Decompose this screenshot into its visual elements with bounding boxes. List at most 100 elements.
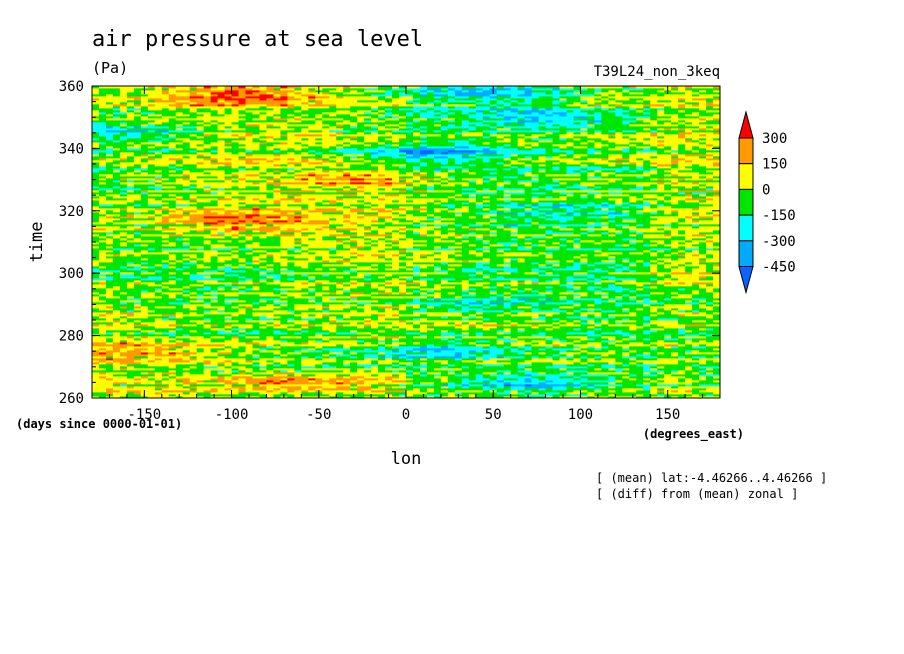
heatmap-cell: [308, 252, 316, 255]
heatmap-cell: [161, 292, 184, 295]
heatmap-cell: [357, 222, 386, 225]
heatmap-cell: [503, 382, 512, 385]
heatmap-cell: [433, 186, 498, 189]
heatmap-cell: [713, 186, 721, 189]
heatmap-cell: [594, 346, 602, 349]
heatmap-cell: [524, 320, 546, 323]
heatmap-cell: [552, 342, 574, 345]
heatmap-cell: [294, 280, 309, 283]
heatmap-cell: [329, 338, 379, 341]
heatmap-cell: [510, 226, 519, 229]
heatmap-cell: [510, 336, 519, 339]
heatmap-cell: [245, 226, 260, 229]
heatmap-cell: [489, 328, 505, 331]
heatmap-cell: [252, 182, 260, 185]
heatmap-cell: [713, 372, 721, 375]
heatmap-cell: [601, 282, 616, 285]
heatmap-cell: [580, 268, 595, 271]
heatmap-cell: [273, 200, 281, 203]
heatmap-cell: [531, 280, 539, 283]
heatmap-cell: [140, 280, 170, 283]
heatmap-cell: [650, 372, 658, 375]
heatmap-cell: [343, 324, 365, 327]
heatmap-cell: [552, 314, 581, 317]
heatmap-cell: [126, 296, 135, 299]
heatmap-cell: [287, 300, 309, 303]
heatmap-cell: [580, 286, 588, 289]
heatmap-cell: [636, 218, 658, 221]
heatmap-cell: [510, 266, 539, 269]
heatmap-cell: [112, 332, 121, 335]
heatmap-cell: [385, 280, 407, 283]
heatmap-cell: [678, 318, 721, 321]
heatmap-cell: [482, 346, 491, 349]
heatmap-cell: [322, 306, 330, 309]
heatmap-cell: [608, 180, 616, 183]
heatmap-cell: [154, 188, 163, 191]
heatmap-cell: [657, 372, 665, 375]
heatmap-cell: [336, 282, 344, 285]
heatmap-cell: [454, 354, 463, 357]
heatmap-cell: [671, 396, 679, 399]
heatmap-cell: [161, 210, 170, 213]
heatmap-cell: [92, 382, 114, 385]
heatmap-cell: [426, 334, 442, 337]
heatmap-cell: [98, 360, 107, 363]
heatmap-cell: [531, 204, 539, 207]
heatmap-cell: [594, 358, 602, 361]
heatmap-cell: [587, 390, 595, 393]
heatmap-cell: [322, 288, 330, 291]
heatmap-cell: [217, 370, 225, 373]
heatmap-cell: [601, 314, 609, 317]
heatmap-cell: [482, 254, 498, 257]
heatmap-cell: [496, 296, 505, 299]
heatmap-cell: [664, 346, 672, 349]
heatmap-cell: [419, 372, 428, 375]
heatmap-cell: [168, 384, 177, 387]
heatmap-cell: [371, 360, 379, 363]
heatmap-cell: [266, 376, 309, 379]
heatmap-cell: [98, 372, 107, 375]
heatmap-cell: [510, 280, 519, 283]
heatmap-cell: [664, 338, 679, 341]
heatmap-cell: [671, 374, 700, 377]
heatmap-cell: [322, 202, 330, 205]
heatmap-cell: [406, 212, 456, 215]
heatmap-cell: [385, 194, 400, 197]
heatmap-cell: [378, 338, 386, 341]
heatmap-cell: [322, 310, 330, 313]
heatmap-cell: [357, 256, 379, 259]
heatmap-cell: [133, 282, 142, 285]
heatmap-cell: [636, 312, 658, 315]
heatmap-cell: [385, 244, 393, 247]
heatmap-cell: [252, 260, 260, 263]
heatmap-cell: [105, 282, 128, 285]
heatmap-cell: [336, 184, 379, 187]
heatmap-cell: [196, 306, 205, 309]
heatmap-cell: [392, 378, 414, 381]
heatmap-cell: [175, 298, 184, 301]
heatmap-cell: [308, 308, 316, 311]
heatmap-cell: [601, 234, 609, 237]
heatmap-cell: [552, 340, 560, 343]
heatmap-cell: [133, 284, 149, 287]
heatmap-cell: [426, 244, 470, 247]
heatmap-cell: [580, 184, 595, 187]
heatmap-cell: [482, 388, 498, 391]
heatmap-cell: [622, 260, 630, 263]
heatmap-cell: [273, 324, 281, 327]
heatmap-cell: [406, 188, 414, 191]
heatmap-cell: [545, 216, 553, 219]
heatmap-cell: [699, 358, 721, 361]
heatmap-cell: [182, 334, 191, 337]
heatmap-cell: [182, 290, 191, 293]
heatmap-cell: [664, 302, 686, 305]
heatmap-cell: [629, 298, 637, 301]
heatmap-cell: [336, 344, 344, 347]
heatmap-cell: [266, 182, 309, 185]
heatmap-cell: [182, 254, 198, 257]
heatmap-cell: [531, 244, 539, 247]
heatmap-cell: [475, 312, 484, 315]
heatmap-cell: [350, 204, 365, 207]
heatmap-cell: [329, 222, 351, 225]
